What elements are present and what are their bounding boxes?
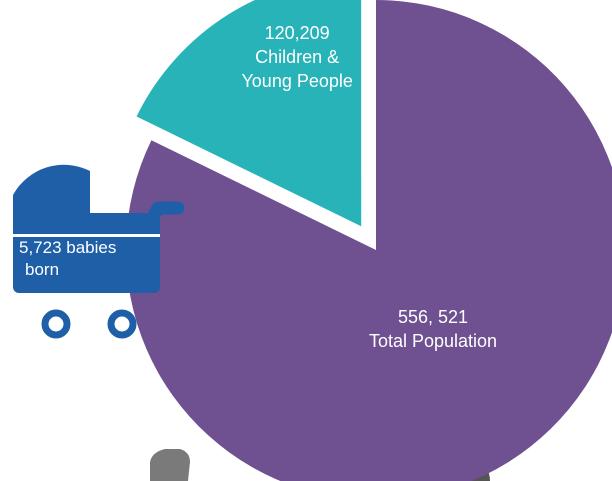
slice-label-0-0: 556, 521 (398, 307, 468, 327)
pram-wheel-right (107, 309, 137, 339)
babies-born-text: born (25, 260, 60, 279)
slice-label-1-1: Children & (255, 47, 339, 67)
pram-handle (143, 201, 185, 229)
pram-icon (13, 164, 185, 339)
slice-label-1-2: Young People (241, 71, 352, 91)
pram-hood-gap (13, 234, 160, 237)
babies-born-label: 5,723 babies born (19, 237, 116, 281)
slice-label-1-0: 120,209 (265, 23, 330, 43)
pie-slice-0 (126, 0, 612, 481)
pram-wheel-left (41, 309, 71, 339)
slice-label-0-1: Total Population (369, 331, 497, 351)
babies-born-count: 5,723 babies (19, 238, 117, 257)
decorative-figure-left (150, 449, 190, 481)
pie-slice-1 (136, 0, 362, 227)
pram-body (13, 213, 160, 293)
